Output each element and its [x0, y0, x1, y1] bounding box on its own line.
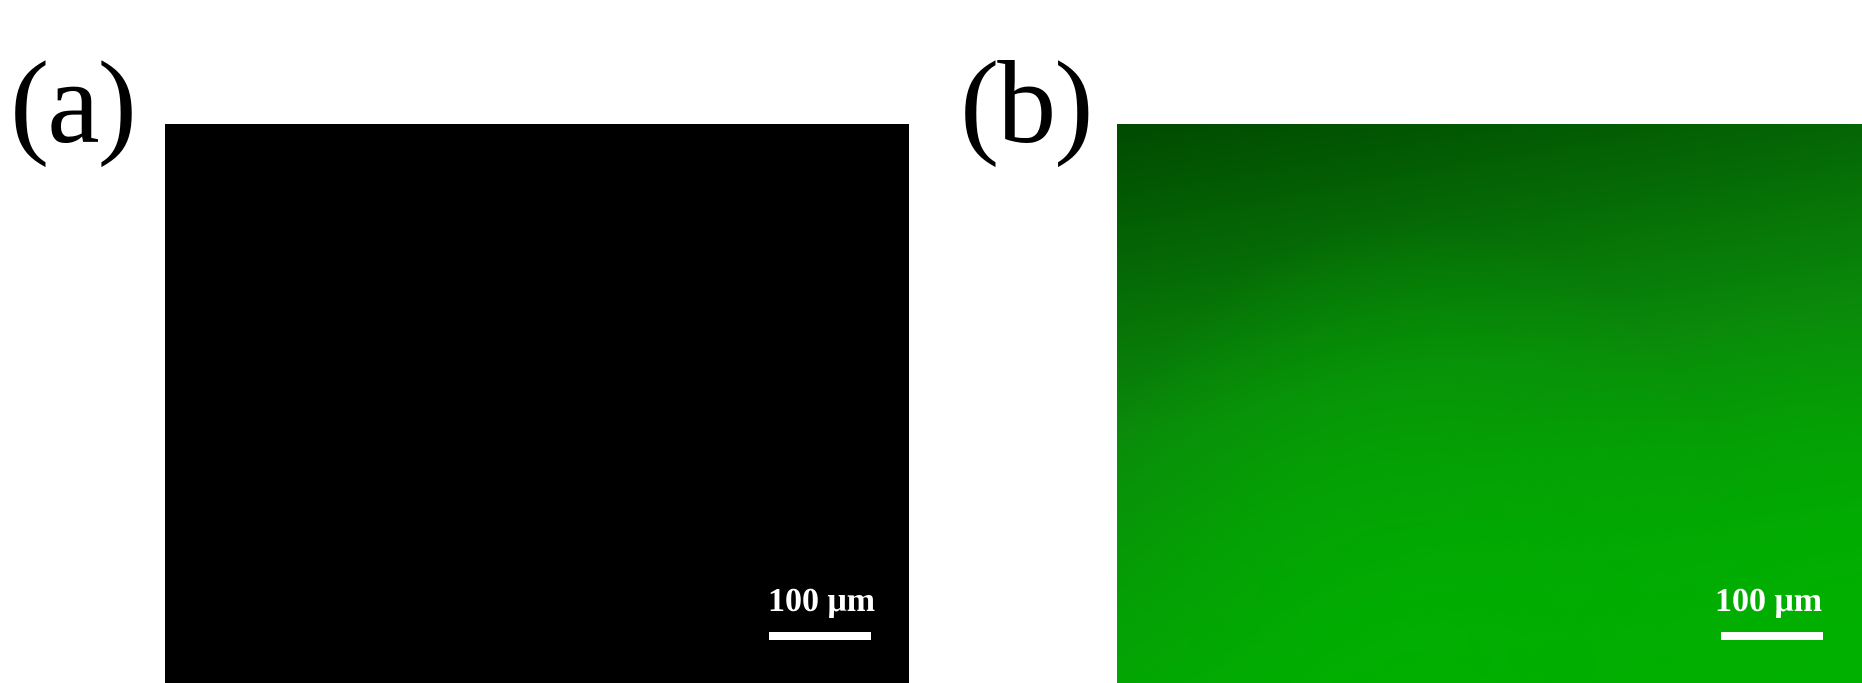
panel-b-scale-label: 100 μm: [1715, 582, 1823, 619]
panel-a-scale-label: 100 μm: [768, 582, 876, 619]
panel-b-scale-bar: [1721, 632, 1823, 640]
panel-b-label: (b): [960, 37, 1094, 168]
panel-b-image: 100 μm: [1117, 124, 1862, 683]
panel-a-scale-bar: [769, 632, 871, 640]
panel-a-image: 100 μm: [165, 124, 909, 683]
panel-a-label: (a): [10, 37, 137, 168]
